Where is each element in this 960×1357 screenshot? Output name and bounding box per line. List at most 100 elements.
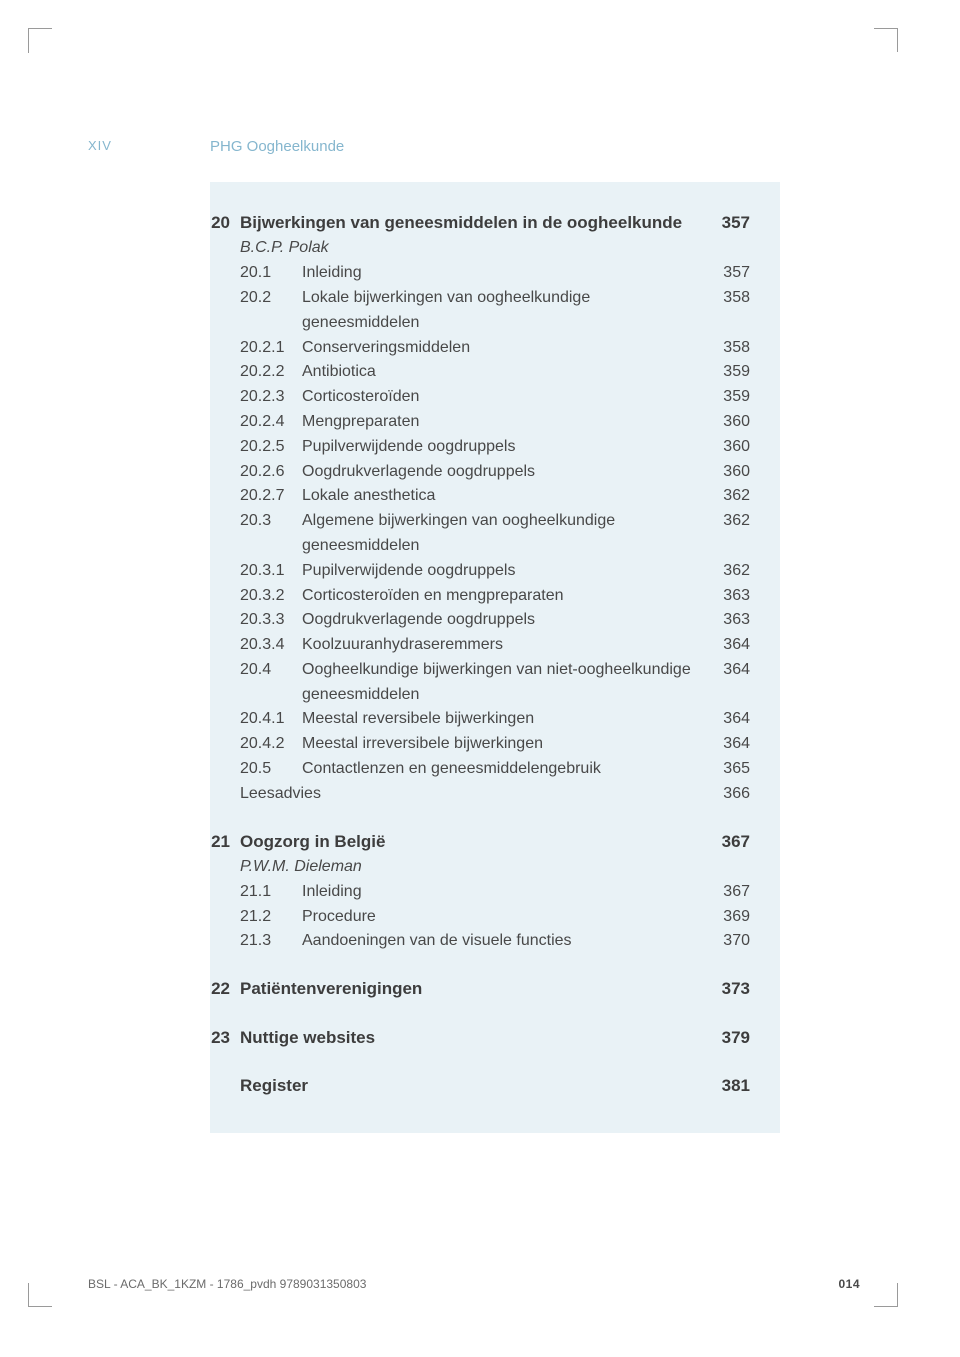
toc-row: 20Bijwerkingen van geneesmiddelen in de … [240, 210, 750, 236]
toc-row: 23Nuttige websites379 [240, 1025, 750, 1051]
toc-title: Inleiding [302, 880, 706, 905]
toc-section-number: 20.2.7 [240, 484, 302, 509]
toc-page-number: 362 [706, 509, 750, 559]
toc-page-number: 364 [706, 707, 750, 732]
toc-title: Corticosteroïden [302, 385, 706, 410]
toc-title: Inleiding [302, 261, 706, 286]
toc-row: 20.2.4Mengpreparaten360 [240, 410, 750, 435]
toc-page-number: 357 [706, 210, 750, 236]
toc-chapter-block: 20Bijwerkingen van geneesmiddelen in de … [240, 210, 750, 807]
toc-row: 20.5Contactlenzen en geneesmiddelengebru… [240, 757, 750, 782]
toc-row: 20.2.5Pupilverwijdende oogdruppels360 [240, 435, 750, 460]
toc-title: Conserveringsmiddelen [302, 336, 706, 361]
toc-row: 21Oogzorg in België367 [240, 829, 750, 855]
toc-section-number: 20.2.1 [240, 336, 302, 361]
toc-row: 20.3Algemene bijwerkingen van oogheelkun… [240, 509, 750, 559]
toc-title: B.C.P. Polak [240, 236, 706, 261]
toc-section-number: 21.1 [240, 880, 302, 905]
toc-page-number [706, 855, 750, 880]
toc-page-number: 362 [706, 484, 750, 509]
toc-row: Register381 [240, 1073, 750, 1099]
toc-section-number: 20.3.4 [240, 633, 302, 658]
toc-title: Register [240, 1073, 706, 1099]
toc-title: Oogdrukverlagende oogdruppels [302, 460, 706, 485]
toc-title: Leesadvies [240, 782, 706, 807]
toc-row: 20.2.1Conserveringsmiddelen358 [240, 336, 750, 361]
toc-chapter-block: 21Oogzorg in België367P.W.M. Dieleman21.… [240, 829, 750, 955]
toc-title: Procedure [302, 905, 706, 930]
toc-chapter-number: 21 [196, 829, 230, 855]
toc-section-number: 20.2.6 [240, 460, 302, 485]
toc-title: Pupilverwijdende oogdruppels [302, 435, 706, 460]
toc-page-number: 365 [706, 757, 750, 782]
toc-page-number: 358 [706, 336, 750, 361]
toc-title: Lokale bijwerkingen van oogheelkundige g… [302, 286, 706, 336]
toc-chapter-block: Register381 [240, 1073, 750, 1099]
toc-row: 20.2.6Oogdrukverlagende oogdruppels360 [240, 460, 750, 485]
toc-row: P.W.M. Dieleman [240, 855, 750, 880]
toc-chapter-number: 20 [196, 210, 230, 236]
running-head: PHG Oogheelkunde [210, 138, 344, 155]
toc-section-number: 20.2.3 [240, 385, 302, 410]
toc-row: 20.3.2Corticosteroïden en mengpreparaten… [240, 584, 750, 609]
toc-page-number: 364 [706, 633, 750, 658]
toc-page-number: 364 [706, 658, 750, 708]
toc-page-number: 363 [706, 608, 750, 633]
toc-section-number: 20.5 [240, 757, 302, 782]
toc-title: Pupilverwijdende oogdruppels [302, 559, 706, 584]
toc-section-number: 20.1 [240, 261, 302, 286]
toc-title: Antibiotica [302, 360, 706, 385]
toc-chapter-number: 22 [196, 976, 230, 1002]
toc-row: 20.2.2Antibiotica359 [240, 360, 750, 385]
crop-mark-top-right [874, 28, 898, 52]
toc-page-number: 363 [706, 584, 750, 609]
toc-title: Oogdrukverlagende oogdruppels [302, 608, 706, 633]
toc-box: 20Bijwerkingen van geneesmiddelen in de … [210, 182, 780, 1133]
crop-mark-bottom-left [28, 1283, 52, 1307]
toc-row: 21.2Procedure369 [240, 905, 750, 930]
toc-row: 21.3Aandoeningen van de visuele functies… [240, 929, 750, 954]
toc-page-number: 381 [706, 1073, 750, 1099]
toc-title: Koolzuuranhydraseremmers [302, 633, 706, 658]
toc-section-number: 20.4.2 [240, 732, 302, 757]
toc-row: 20.2Lokale bijwerkingen van oogheelkundi… [240, 286, 750, 336]
toc-row: 20.3.1Pupilverwijdende oogdruppels362 [240, 559, 750, 584]
crop-mark-bottom-right [874, 1283, 898, 1307]
toc-page-number: 359 [706, 360, 750, 385]
toc-page-number: 360 [706, 435, 750, 460]
toc-section-number: 21.2 [240, 905, 302, 930]
toc-section-number: 20.2.5 [240, 435, 302, 460]
toc-title: Meestal reversibele bijwerkingen [302, 707, 706, 732]
toc-section-number: 20.4.1 [240, 707, 302, 732]
toc-title: Algemene bijwerkingen van oogheelkundige… [302, 509, 706, 559]
toc-row: 20.4.2Meestal irreversibele bijwerkingen… [240, 732, 750, 757]
footer-production-code: BSL - ACA_BK_1KZM - 1786_pvdh 9789031350… [88, 1277, 366, 1291]
toc-section-number: 20.3 [240, 509, 302, 559]
toc-page-number: 360 [706, 460, 750, 485]
toc-page-number: 358 [706, 286, 750, 336]
toc-section-number: 20.3.3 [240, 608, 302, 633]
toc-page-number: 367 [706, 880, 750, 905]
toc-title: Oogheelkundige bijwerkingen van niet-oog… [302, 658, 706, 708]
footer-page-number: 014 [838, 1277, 860, 1291]
toc-row: Leesadvies366 [240, 782, 750, 807]
toc-page-number: 370 [706, 929, 750, 954]
toc-section-number: 20.3.1 [240, 559, 302, 584]
toc-page-number: 362 [706, 559, 750, 584]
toc-chapter-block: 22Patiëntenverenigingen373 [240, 976, 750, 1002]
toc-page-number: 367 [706, 829, 750, 855]
toc-title: Contactlenzen en geneesmiddelengebruik [302, 757, 706, 782]
toc-row: 20.1Inleiding357 [240, 261, 750, 286]
toc-chapter-number: 23 [196, 1025, 230, 1051]
toc-title: Patiëntenverenigingen [240, 976, 706, 1002]
toc-title: Nuttige websites [240, 1025, 706, 1051]
toc-title: Meestal irreversibele bijwerkingen [302, 732, 706, 757]
toc-page-number: 360 [706, 410, 750, 435]
toc-title: Aandoeningen van de visuele functies [302, 929, 706, 954]
toc-section-number: 20.2.4 [240, 410, 302, 435]
toc-row: 20.3.4Koolzuuranhydraseremmers364 [240, 633, 750, 658]
toc-page-number: 357 [706, 261, 750, 286]
toc-section-number: 20.2 [240, 286, 302, 336]
toc-row: 21.1Inleiding367 [240, 880, 750, 905]
toc-chapter-block: 23Nuttige websites379 [240, 1025, 750, 1051]
